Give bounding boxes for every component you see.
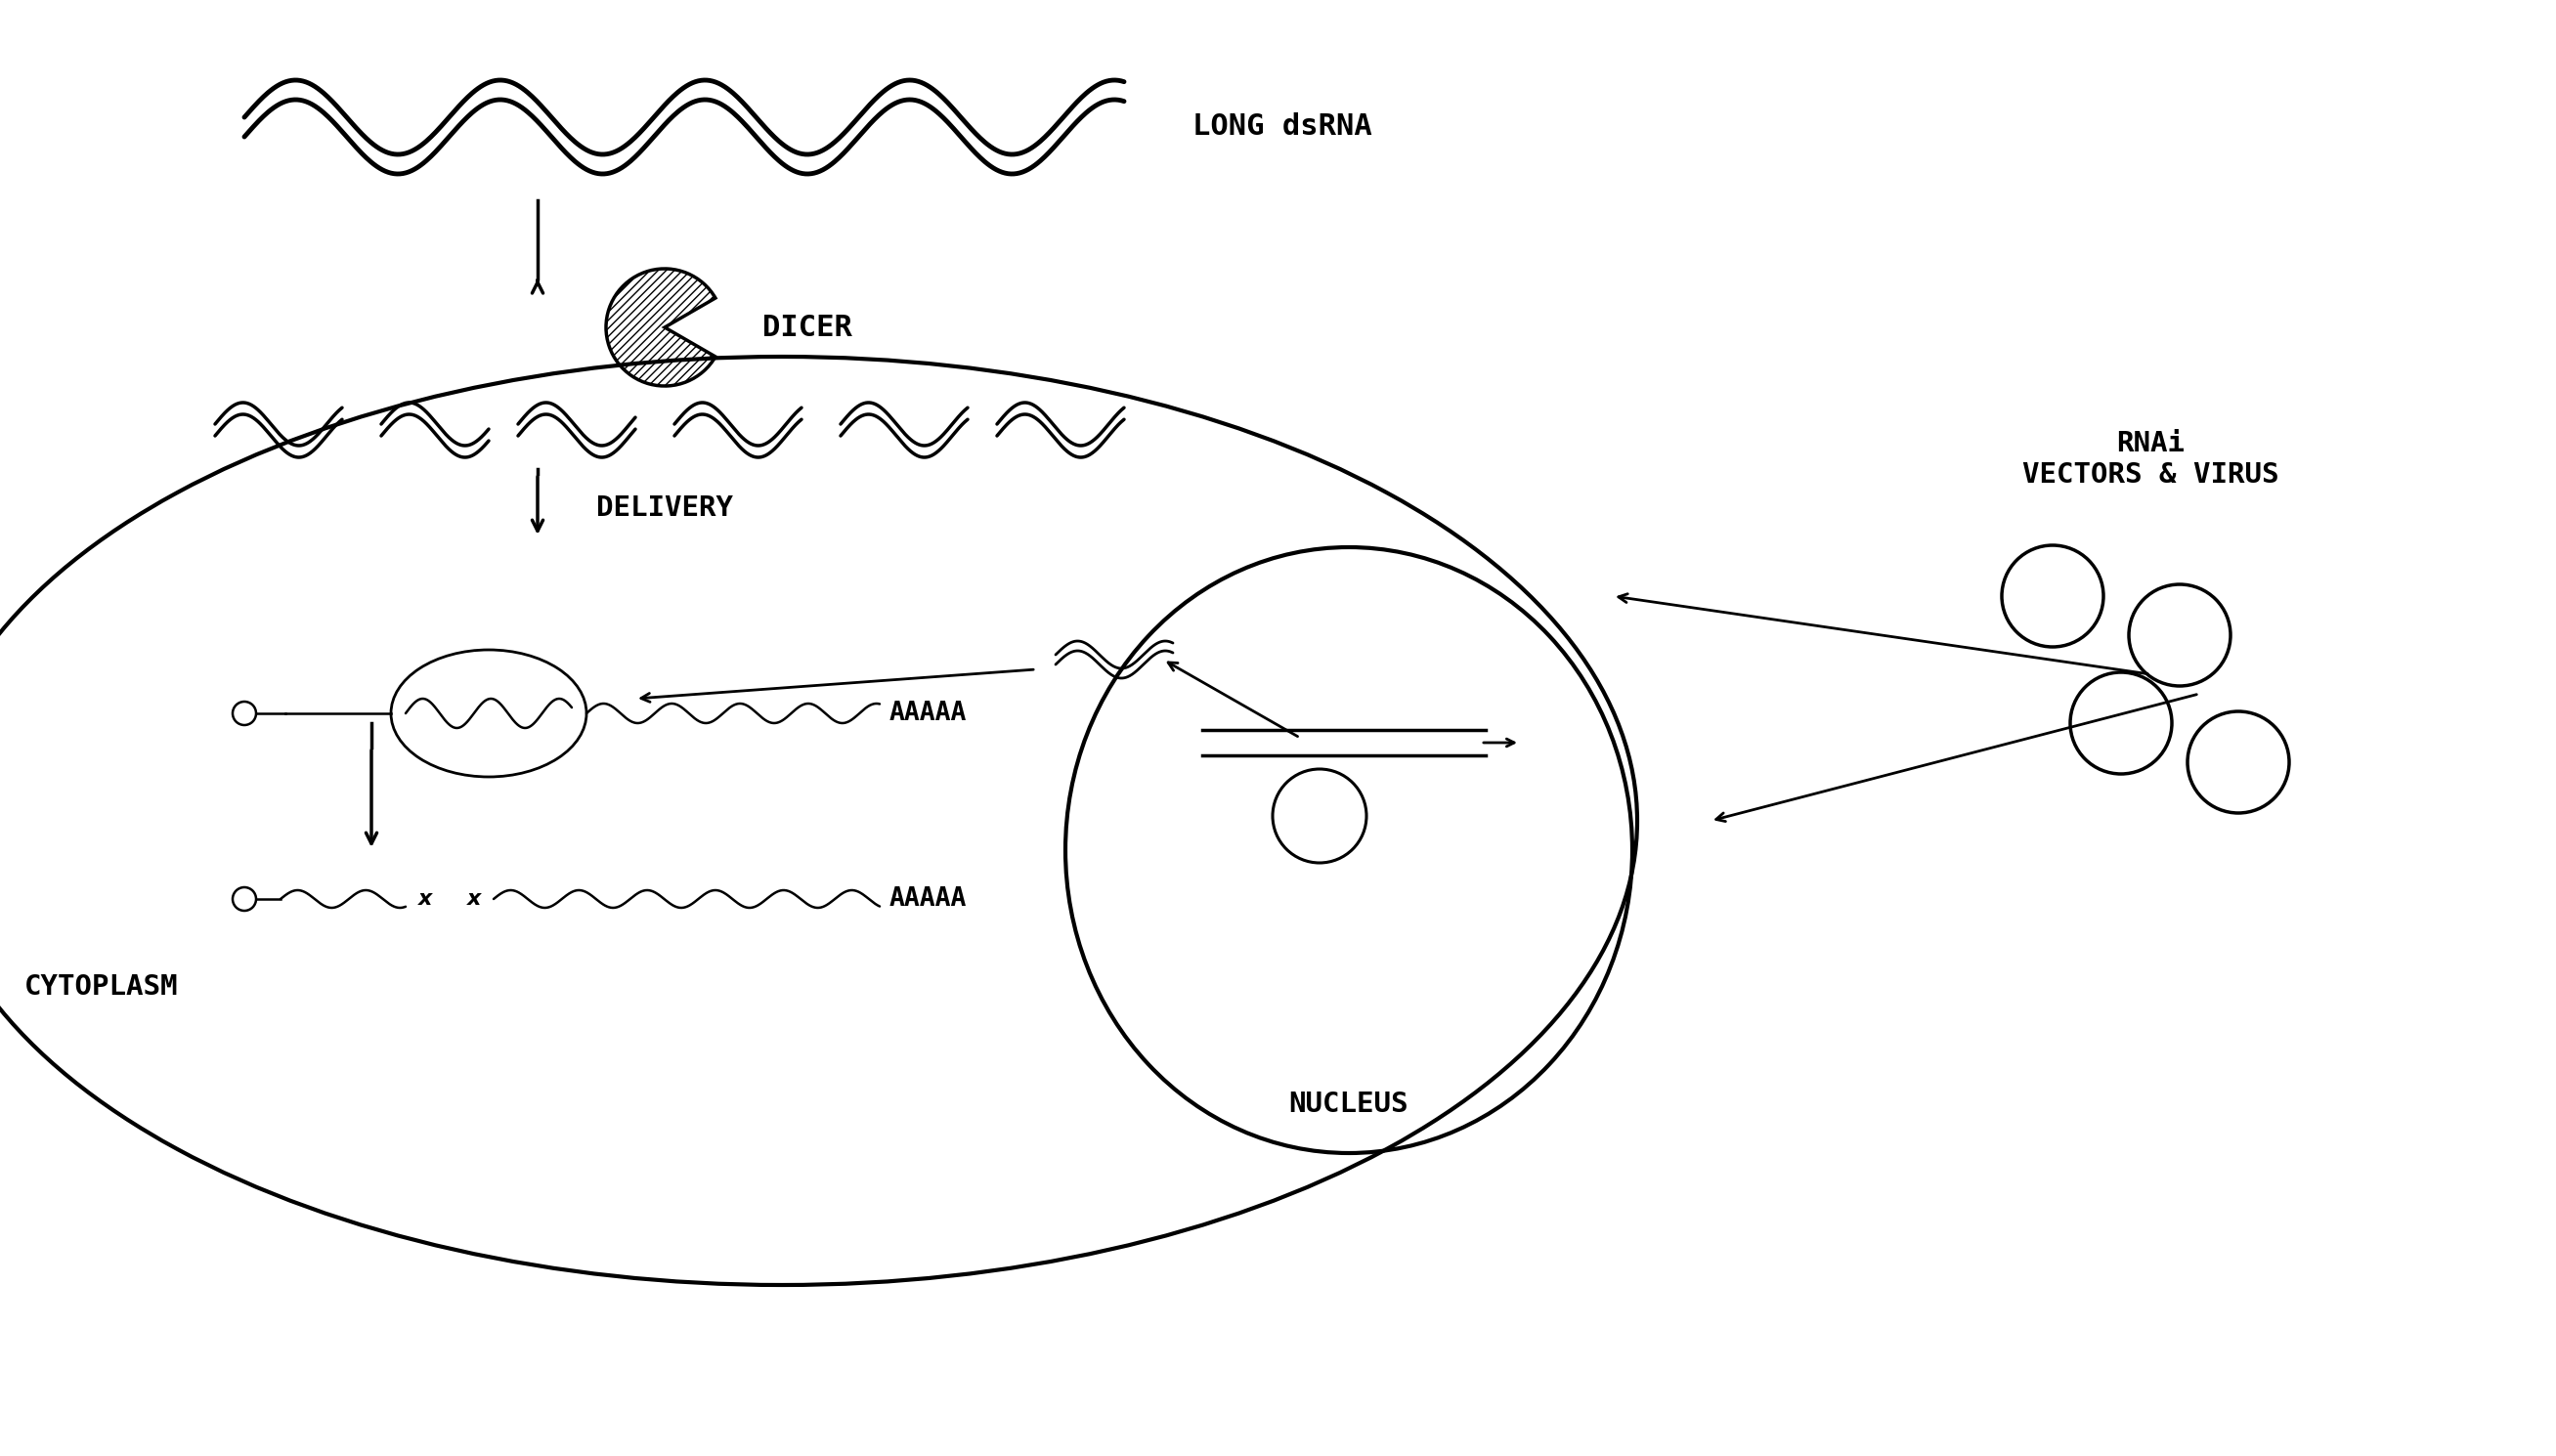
Text: DELIVERY: DELIVERY [596,495,734,521]
Text: LONG dsRNA: LONG dsRNA [1194,114,1373,141]
Text: x: x [419,890,432,909]
Text: DICER: DICER [762,313,851,342]
Text: RNAi
VECTORS & VIRUS: RNAi VECTORS & VIRUS [2022,430,2277,489]
Wedge shape [606,269,716,386]
Text: AAAAA: AAAAA [889,700,966,727]
Text: AAAAA: AAAAA [889,887,966,911]
Text: CYTOPLASM: CYTOPLASM [26,973,179,1000]
Text: x: x [468,890,481,909]
Text: NUCLEUS: NUCLEUS [1288,1091,1408,1118]
